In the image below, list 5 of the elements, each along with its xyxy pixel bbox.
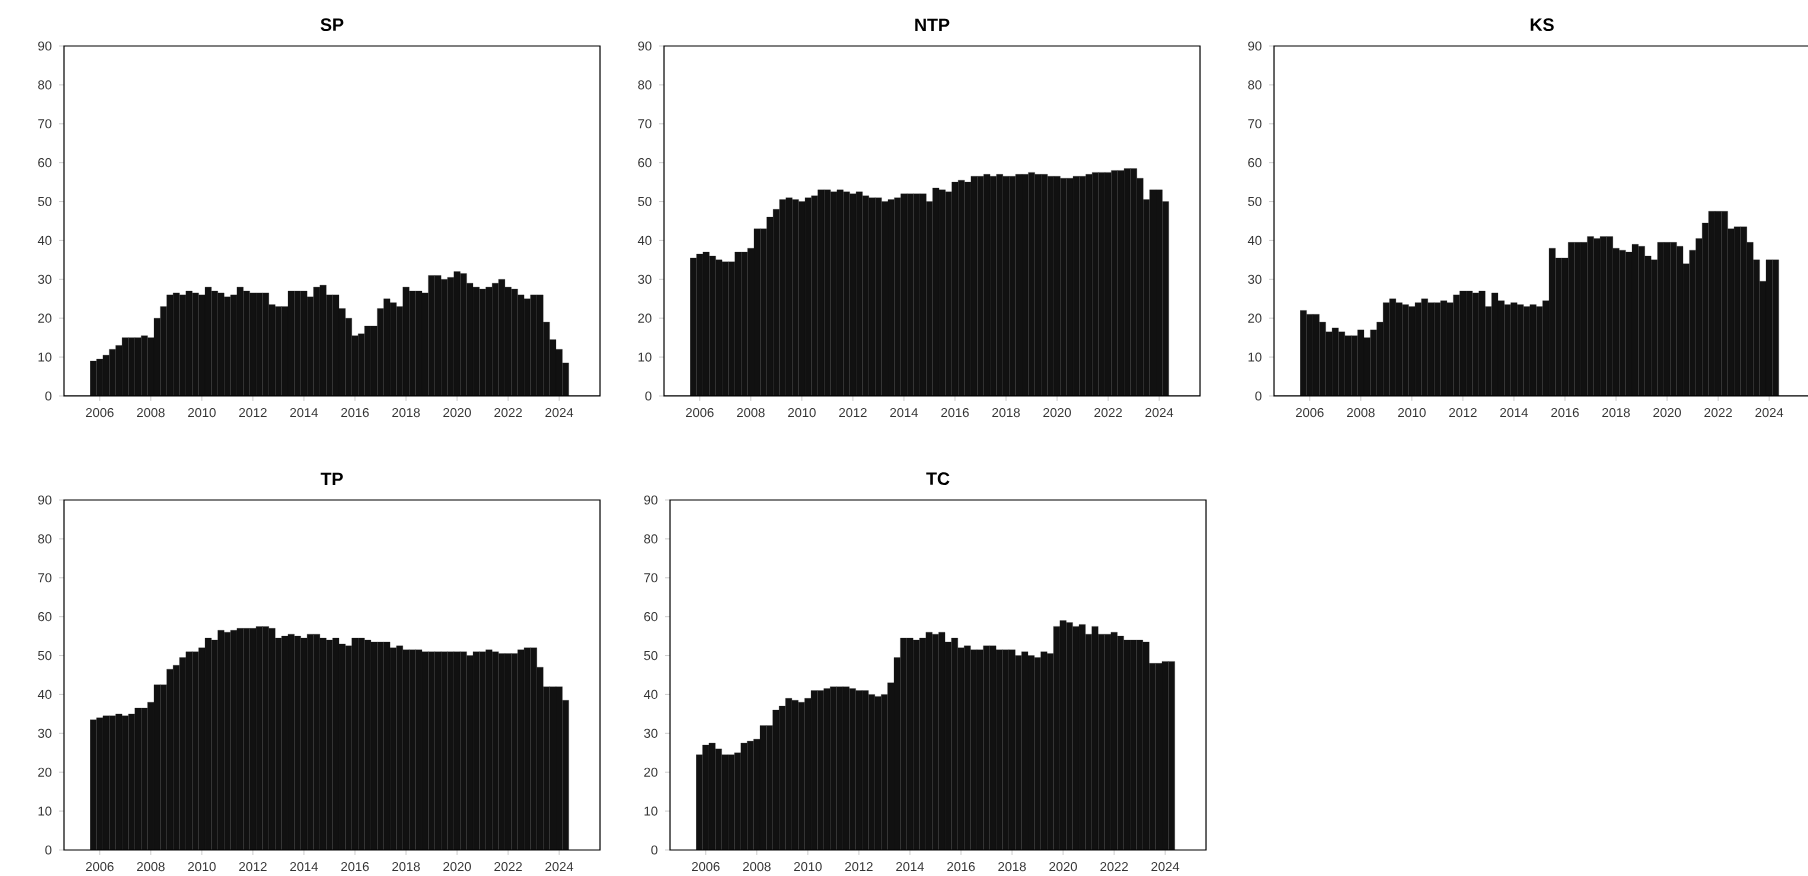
- chart-title: TC: [926, 472, 950, 486]
- chart-title: NTP: [915, 18, 950, 31]
- chart-title: TP: [320, 472, 343, 485]
- chart-title: SP: [320, 18, 344, 32]
- chart-title: KS: [1530, 18, 1554, 32]
